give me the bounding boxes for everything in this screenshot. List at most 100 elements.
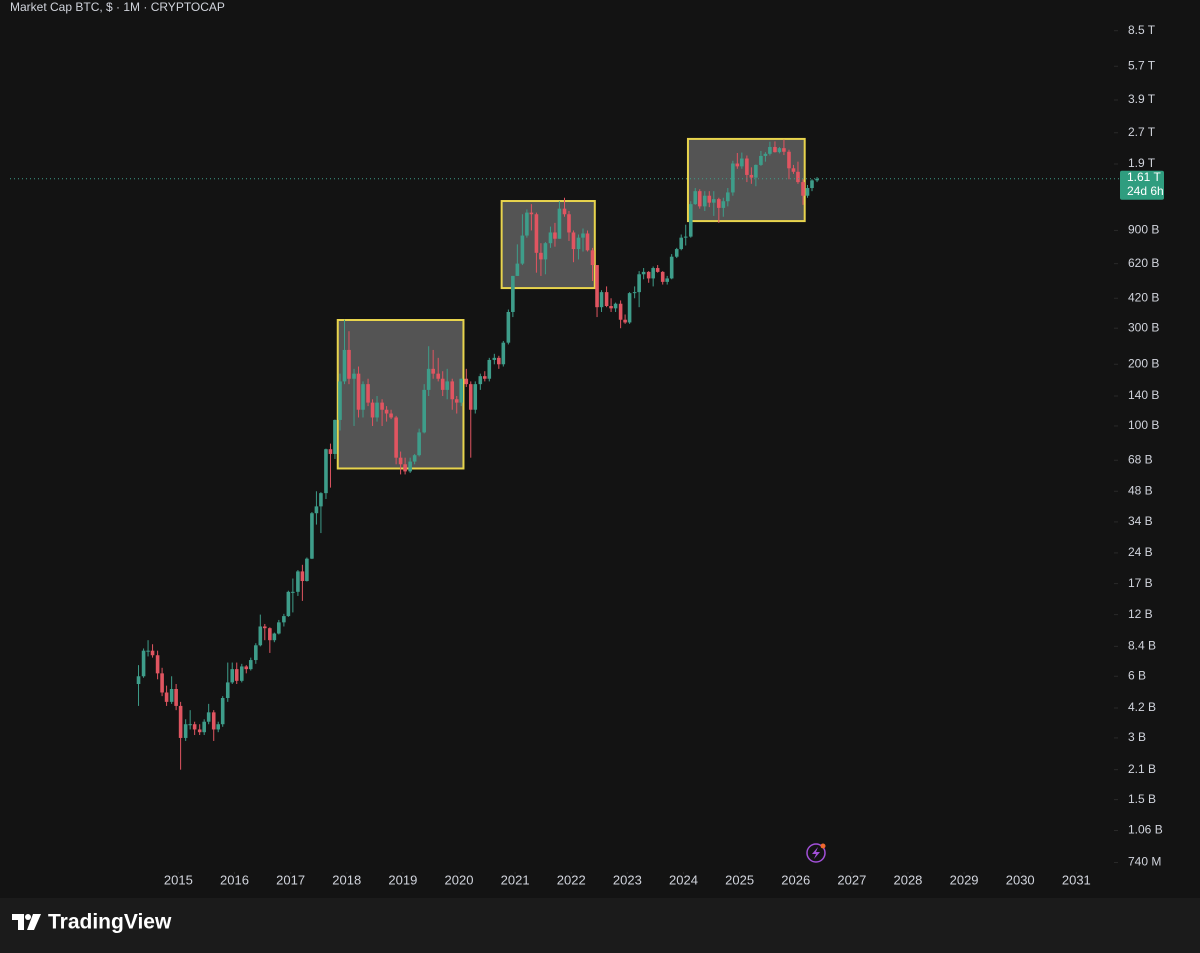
candle-body: [324, 449, 328, 494]
last-price-label: 1.61 T: [1127, 170, 1161, 184]
candle-body: [576, 237, 581, 250]
candle-body: [571, 232, 576, 250]
candle-body: [548, 232, 553, 244]
candle-body: [268, 628, 272, 641]
candle-body: [711, 199, 716, 203]
candle-body: [693, 191, 698, 205]
candle-body: [431, 368, 435, 374]
candle-body: [258, 626, 263, 646]
candle-body: [277, 622, 281, 634]
candle-body: [174, 689, 178, 706]
candle-body: [356, 373, 361, 410]
highlight-box: [336, 318, 465, 470]
y-tick-label: 2.7 T: [1128, 125, 1156, 139]
x-tick-label: 2030: [1006, 872, 1035, 887]
candle-body: [791, 168, 796, 172]
candle-body: [380, 402, 384, 410]
candle-body: [637, 274, 641, 293]
candle-body: [155, 655, 160, 674]
x-tick-label: 2031: [1062, 872, 1091, 887]
candle-body: [787, 151, 791, 169]
y-tick-label: 24 B: [1128, 545, 1153, 559]
candle-body: [590, 250, 595, 266]
y-tick-label: 5.7 T: [1128, 58, 1156, 72]
candle-body: [305, 558, 309, 582]
footer-bar: [0, 898, 1200, 953]
candle-body: [805, 188, 810, 196]
candle-body: [146, 650, 150, 652]
candle-body: [230, 669, 235, 683]
x-tick-label: 2021: [501, 872, 530, 887]
candle-body: [754, 164, 758, 178]
candle-body: [683, 236, 688, 238]
candle-body: [389, 413, 393, 418]
candle-body: [248, 660, 253, 670]
candle-body: [777, 148, 782, 153]
price-label-box: [1120, 170, 1164, 200]
candle-body: [225, 682, 230, 698]
candle-body: [169, 689, 174, 702]
x-tick-label: 2016: [220, 872, 249, 887]
y-tick-label: 8.5 T: [1128, 23, 1156, 37]
candle-body: [717, 199, 721, 208]
candle-body: [310, 513, 314, 559]
candle-body: [370, 402, 375, 418]
candle-body: [394, 417, 398, 458]
candle-body: [660, 271, 665, 282]
y-tick-label: 620 B: [1128, 256, 1159, 270]
candle-body: [567, 214, 571, 233]
x-tick-label: 2023: [613, 872, 642, 887]
candle-body: [702, 195, 707, 207]
candle-body: [763, 153, 768, 156]
chart-title: Market Cap BTC, $ · 1M · CRYPTOCAP: [10, 0, 225, 14]
candle-body: [731, 163, 735, 193]
candle-body: [543, 243, 548, 260]
candle-body: [183, 724, 188, 738]
candle-body: [641, 271, 646, 275]
candle-body: [627, 293, 632, 323]
candle-body: [296, 571, 300, 592]
y-tick-label: 4.2 B: [1128, 700, 1156, 714]
candle-body: [300, 571, 305, 582]
candle-body: [254, 645, 258, 661]
x-tick-label: 2024: [669, 872, 698, 887]
candle-body: [454, 399, 459, 403]
x-tick-label: 2018: [332, 872, 361, 887]
candle-body: [618, 303, 623, 320]
candle-body: [333, 419, 337, 454]
candle-body: [408, 461, 412, 472]
candle-body: [632, 292, 637, 294]
candle-body: [291, 591, 295, 593]
candle-body: [501, 342, 506, 365]
candle-body: [599, 292, 604, 308]
candle-body: [440, 378, 445, 390]
y-tick-label: 300 B: [1128, 320, 1159, 334]
candle-body: [347, 349, 351, 379]
x-tick-label: 2028: [893, 872, 922, 887]
y-tick-label: 68 B: [1128, 452, 1153, 466]
y-tick-label: 8.4 B: [1128, 639, 1156, 653]
candle-body: [562, 208, 567, 215]
y-tick-label: 6 B: [1128, 668, 1146, 682]
candle-body: [595, 265, 599, 308]
candle-body: [464, 378, 469, 385]
candle-body: [740, 158, 744, 167]
candle-body: [141, 650, 146, 677]
candle-body: [436, 373, 441, 379]
candle-body: [272, 633, 277, 641]
y-tick-label: 3.9 T: [1128, 92, 1156, 106]
candle-body: [352, 373, 356, 379]
candle-body: [282, 616, 286, 623]
candle-body: [188, 724, 192, 726]
candle-body: [768, 146, 772, 154]
candle-body: [539, 252, 543, 260]
brand: TradingView: [48, 911, 172, 934]
candle-body: [515, 263, 520, 276]
x-tick-label: 2027: [837, 872, 866, 887]
candle-body: [487, 359, 492, 379]
y-tick-label: 1.5 B: [1128, 792, 1156, 806]
y-tick-label: 740 M: [1128, 855, 1161, 869]
candle-body: [557, 208, 562, 239]
candle-body: [674, 249, 679, 257]
x-tick-label: 2022: [557, 872, 586, 887]
